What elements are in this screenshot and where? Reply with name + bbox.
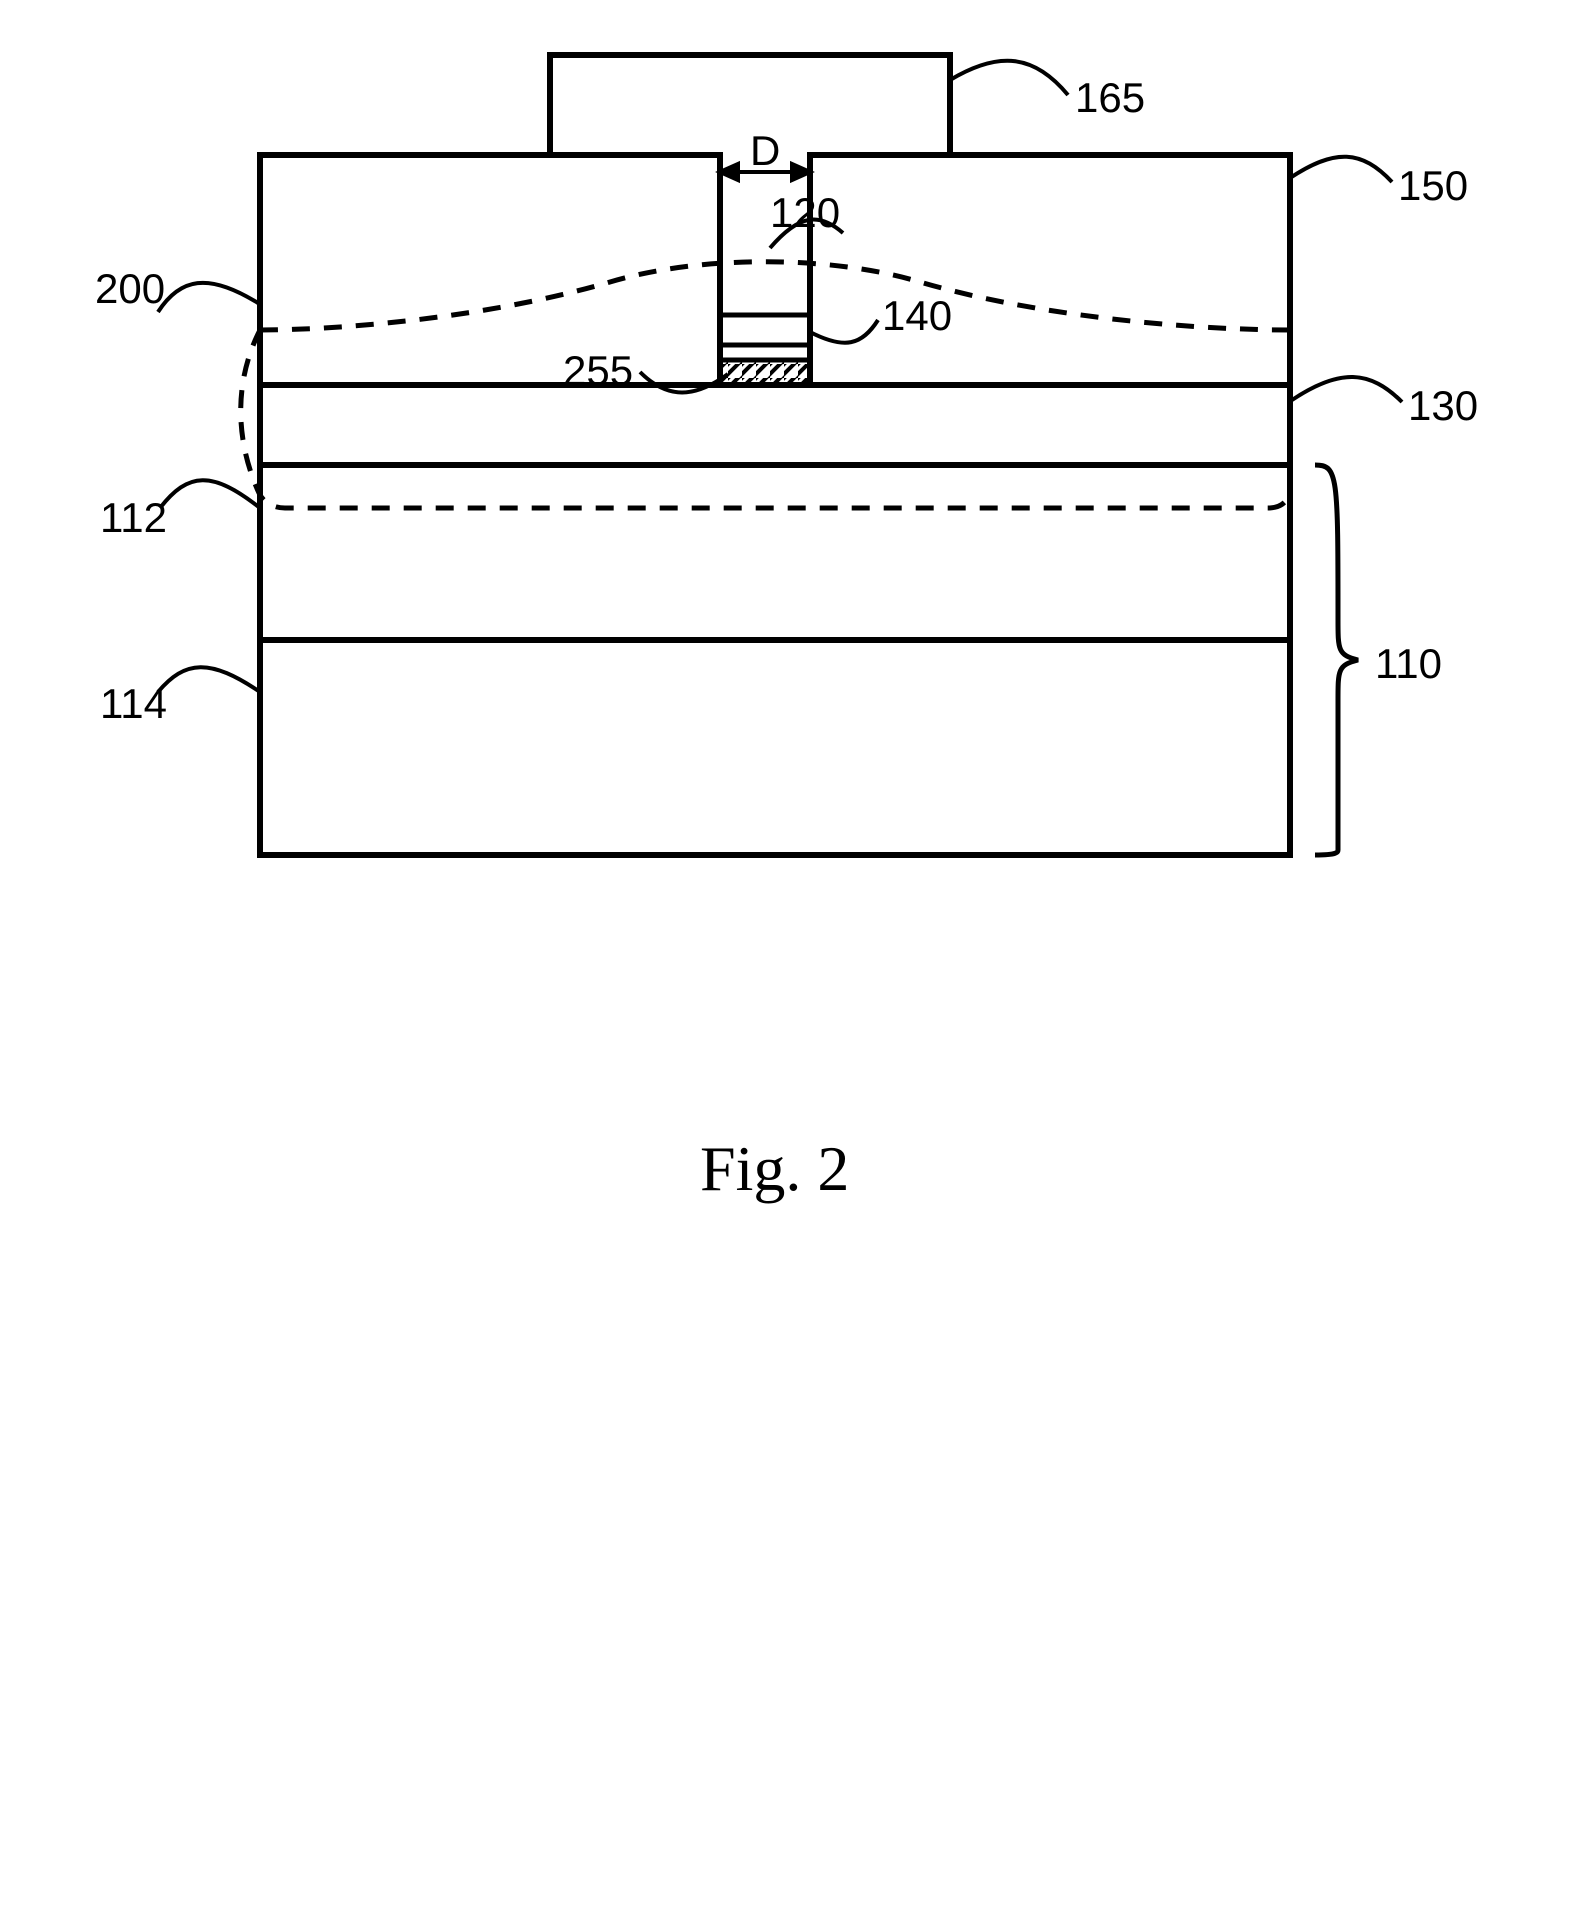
label-150: 150	[1398, 162, 1468, 209]
brace-110	[1315, 465, 1358, 855]
label-200: 200	[95, 265, 165, 312]
leader-200	[158, 283, 258, 312]
label-114: 114	[100, 680, 167, 727]
leader-114	[158, 667, 260, 692]
figure-canvas: D 120 140 255 165 150 130 110 200 112 11…	[0, 0, 1576, 1907]
leader-140	[810, 320, 878, 343]
diagram-svg: D 120 140 255 165 150 130 110 200 112 11…	[0, 0, 1576, 1907]
region-255	[720, 360, 810, 385]
leader-130	[1292, 377, 1402, 402]
label-165: 165	[1075, 74, 1145, 121]
leader-165	[950, 61, 1068, 95]
label-140: 140	[882, 292, 952, 339]
label-112: 112	[100, 494, 167, 541]
figure-caption: Fig. 2	[700, 1133, 849, 1204]
label-120: 120	[770, 189, 840, 236]
leader-150	[1290, 157, 1392, 182]
label-255: 255	[563, 347, 633, 394]
label-130: 130	[1408, 382, 1478, 429]
label-110: 110	[1375, 640, 1442, 687]
label-D: D	[750, 127, 780, 174]
leader-112	[160, 480, 260, 508]
